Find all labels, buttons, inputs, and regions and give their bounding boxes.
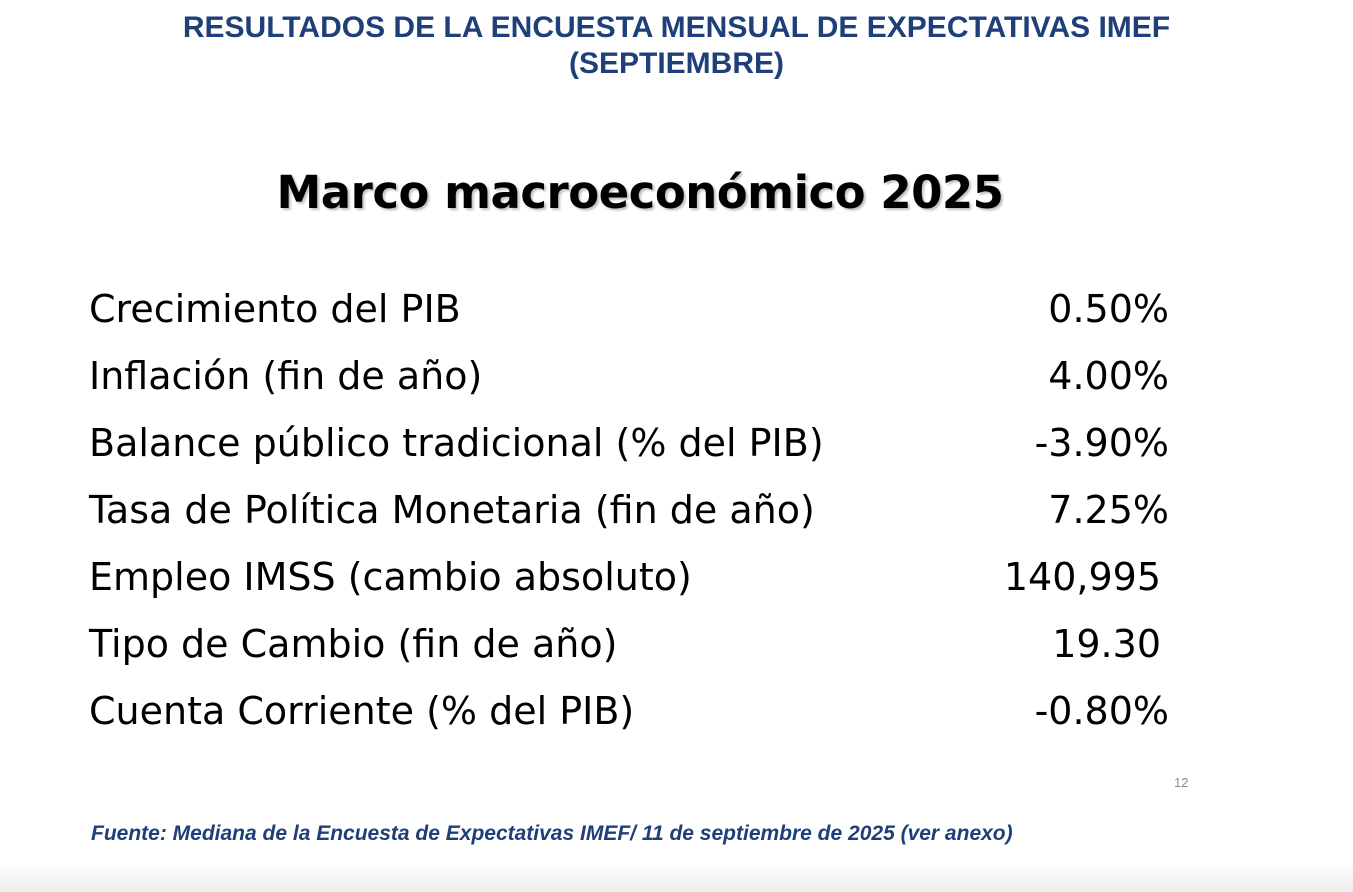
indicator-value: -3.90% — [1034, 421, 1169, 465]
indicator-label: Cuenta Corriente (% del PIB) — [89, 689, 635, 733]
indicator-row: Cuenta Corriente (% del PIB) -0.80% — [89, 678, 1179, 745]
indicator-label: Tipo de Cambio (fin de año) — [89, 622, 618, 666]
bottom-shadow — [0, 862, 1353, 892]
indicator-label: Empleo IMSS (cambio absoluto) — [89, 555, 692, 599]
indicator-value: 19.30 — [1052, 622, 1161, 666]
indicator-row: Inflación (fin de año) 4.00% — [89, 343, 1179, 410]
report-title: RESULTADOS DE LA ENCUESTA MENSUAL DE EXP… — [0, 10, 1353, 82]
indicator-label: Inflación (fin de año) — [89, 354, 483, 398]
indicators-table: Crecimiento del PIB 0.50% Inflación (fin… — [89, 276, 1179, 745]
indicator-row: Tipo de Cambio (fin de año) 19.30 — [89, 611, 1179, 678]
indicator-label: Tasa de Política Monetaria (fin de año) — [89, 488, 815, 532]
indicator-row: Crecimiento del PIB 0.50% — [89, 276, 1179, 343]
indicator-row: Empleo IMSS (cambio absoluto) 140,995 — [89, 544, 1179, 611]
indicator-value: 140,995 — [1003, 555, 1161, 599]
indicator-value: 7.25% — [1048, 488, 1169, 532]
source-note: Fuente: Mediana de la Encuesta de Expect… — [91, 822, 1013, 845]
indicator-row: Balance público tradicional (% del PIB) … — [89, 410, 1179, 477]
indicator-label: Balance público tradicional (% del PIB) — [89, 421, 824, 465]
indicator-value: 0.50% — [1048, 287, 1169, 331]
indicator-value: 4.00% — [1048, 354, 1169, 398]
report-title-line-1: RESULTADOS DE LA ENCUESTA MENSUAL DE EXP… — [182, 11, 1171, 44]
page-number: 12 — [1174, 775, 1189, 790]
indicator-row: Tasa de Política Monetaria (fin de año) … — [89, 477, 1179, 544]
slide-title: Marco macroeconómico 2025 — [276, 166, 1004, 219]
indicator-value: -0.80% — [1034, 689, 1169, 733]
indicator-label: Crecimiento del PIB — [89, 287, 461, 331]
report-title-line-2: (SEPTIEMBRE) — [568, 47, 784, 80]
